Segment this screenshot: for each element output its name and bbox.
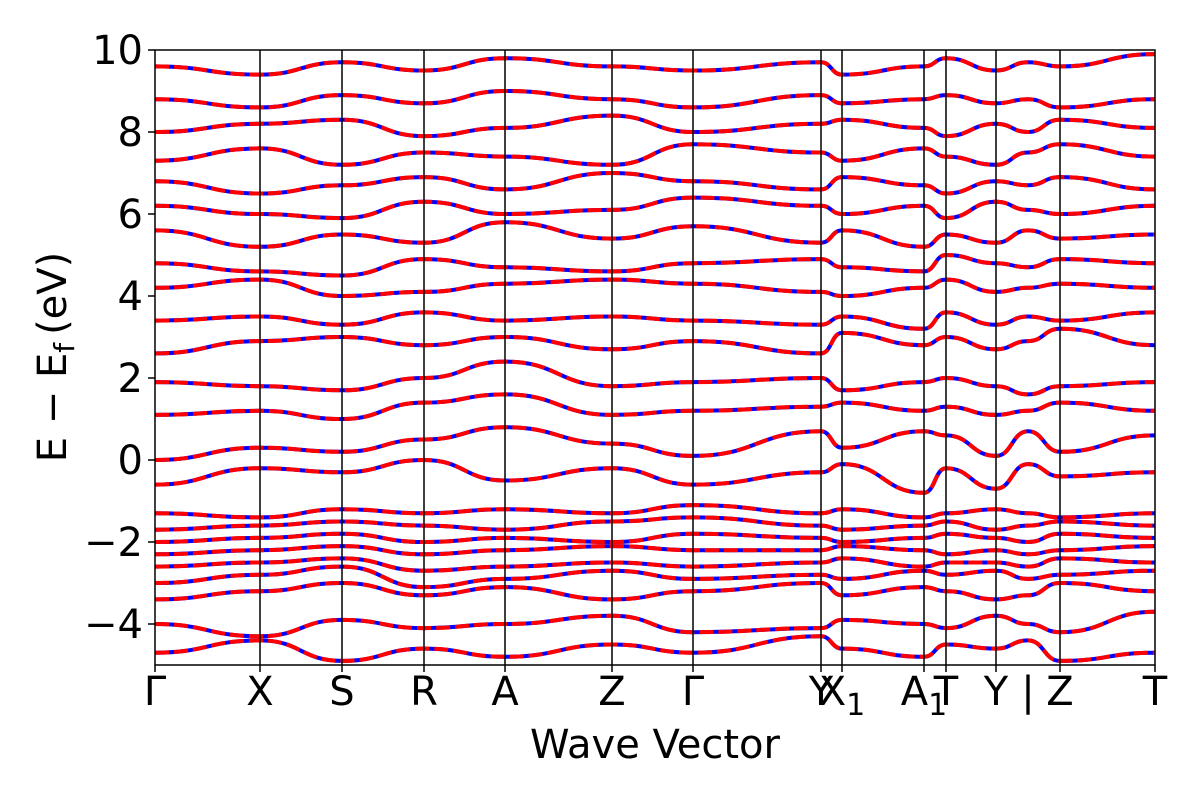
x-tick-label: X1 [819,669,866,723]
band-line-spin-down [155,531,1155,545]
band-line-spin-down [155,113,1155,139]
kpoint-dividers [259,50,1061,665]
band-line-spin-down [155,392,1155,422]
y-axis-label-subscript: f [48,342,81,353]
x-tick-label-subscript: 1 [928,688,947,723]
band-line-spin-up [155,457,1155,495]
y-tick-label: −2 [84,520,143,566]
band-line-spin-down [155,220,1155,249]
band-line-spin-down [155,556,1155,573]
band-line-spin-down [155,52,1155,77]
x-tick-label-subscript: 1 [846,688,865,723]
band-line-spin-down [155,634,1155,663]
band-line-spin-up [155,220,1155,249]
band-line-spin-down [155,195,1155,221]
x-tick-label-main: Γ [144,669,167,715]
band-line-spin-down [155,277,1155,299]
x-tick-label-main: Y [808,669,834,715]
band-line-spin-down [155,515,1155,532]
band-line-spin-down [155,252,1155,278]
y-axis-label: E − Ef (eV) [30,252,81,463]
x-tick-label: T [1142,669,1168,715]
band-line-spin-down [155,310,1155,331]
band-line-spin-up [155,52,1155,77]
band-line-spin-down [155,359,1155,397]
x-tick-label-main: Z [598,669,625,715]
y-axis-label-main: E − E [30,353,76,463]
x-tick-label: Z [598,669,625,715]
x-tick-label: Γ [144,669,167,715]
y-tick-label: 8 [118,110,143,156]
x-tick-label-main: A [491,669,519,715]
y-tick-label: 0 [118,438,143,484]
y-tick-label: 6 [118,192,143,238]
band-line-spin-down [155,142,1155,167]
x-tick-label-main: Z [1046,669,1073,715]
y-tick-label: 4 [118,274,143,320]
x-axis-label: Wave Vector [530,722,781,768]
band-line-spin-up [155,326,1155,356]
x-tick-label-main: S [329,669,354,715]
band-line-spin-up [155,359,1155,397]
band-line-spin-down [155,503,1155,520]
x-tick-label-main: A [901,669,929,715]
x-tick-label: T [933,669,959,715]
band-line-spin-down [155,88,1155,110]
x-tick-label: | [1021,669,1034,715]
x-tick-label-main: T [933,669,959,715]
x-tick-label: Y [808,669,834,715]
x-tick-label-main: Y [983,669,1009,715]
band-line-spin-down [155,457,1155,495]
x-tick-label-main: X [819,669,846,715]
plot-area [155,52,1155,663]
x-tick-label: S [329,669,354,715]
y-tick-label: −4 [84,602,143,648]
x-tick-label: A1 [901,669,947,723]
x-tick-label-main: T [1142,669,1168,715]
x-tick-label: X [246,669,273,715]
band-line-spin-down [155,425,1155,462]
y-axis-label-unit: (eV) [30,252,76,335]
x-tick-label-main: | [1021,669,1034,715]
band-line-spin-down [155,170,1155,196]
x-tick-label: A [491,669,519,715]
y-tick-label: 2 [118,356,143,402]
x-tick-label-main: X [246,669,273,715]
x-axis: Γ X S R A Z Γ YX1 A1T Y | Z T [144,665,1168,723]
band-line-spin-up [155,425,1155,462]
x-tick-label: Z [1046,669,1073,715]
y-axis: −4 −2 0 2 4 6 8 10 [84,28,155,648]
band-line-spin-down [155,580,1155,602]
x-tick-label: Γ [682,669,705,715]
x-tick-label: Y [983,669,1009,715]
y-tick-label: 10 [92,28,143,74]
band-line-spin-up [155,195,1155,221]
band-line-spin-down [155,564,1155,590]
x-tick-label: R [410,669,438,715]
plot-frame [154,49,1156,666]
band-line-spin-down [155,609,1155,639]
band-line-spin-down [155,326,1155,356]
band-line-spin-down [155,544,1155,557]
x-tick-label-main: R [410,669,438,715]
x-tick-label-main: Γ [682,669,705,715]
